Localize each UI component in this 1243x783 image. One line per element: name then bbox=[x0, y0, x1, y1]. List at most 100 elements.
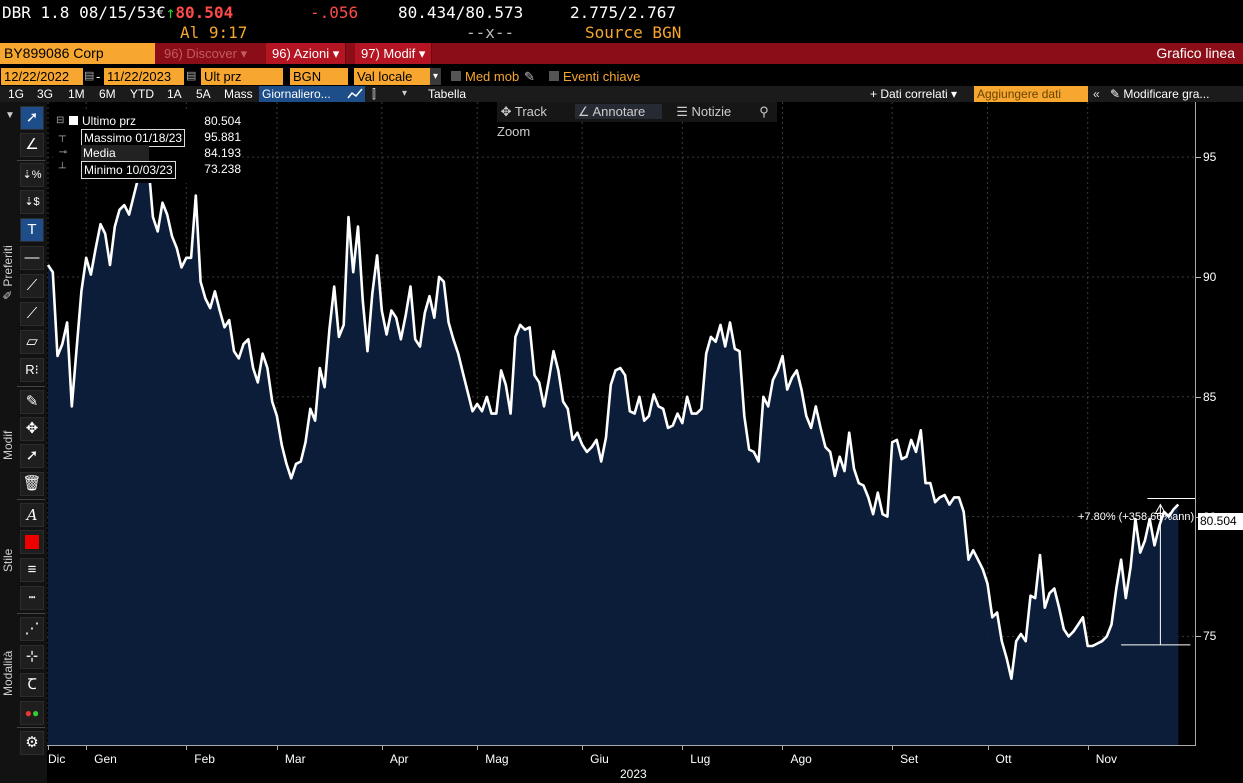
text-tool[interactable]: T bbox=[20, 218, 44, 242]
ray-tool[interactable]: ⟋ bbox=[20, 302, 44, 326]
y-tick-mark bbox=[1196, 276, 1201, 278]
calendar-icon[interactable]: ▤ bbox=[186, 70, 197, 82]
crosshair-tool[interactable]: ⊹ bbox=[20, 645, 44, 669]
end-date-field[interactable]: 11/22/2023 bbox=[104, 68, 184, 85]
security-field[interactable]: BY899086 Corp bbox=[0, 43, 155, 64]
calendar-icon[interactable]: ▤ bbox=[84, 70, 95, 82]
font-tool[interactable]: A bbox=[20, 503, 44, 527]
currency-select[interactable]: Val locale bbox=[354, 68, 430, 85]
line-chart-icon[interactable] bbox=[345, 86, 365, 102]
notizie-button[interactable]: ☰ Notizie bbox=[676, 104, 732, 119]
track-label: Track bbox=[514, 104, 547, 119]
tabella-button[interactable]: Tabella bbox=[428, 87, 467, 101]
legend-swatch[interactable] bbox=[69, 116, 78, 125]
track-button[interactable]: ✥ Track bbox=[497, 104, 547, 119]
price-area bbox=[48, 136, 1179, 745]
trendline-tool[interactable]: ⟋ bbox=[20, 274, 44, 298]
annotare-button[interactable]: ∠ Annotare bbox=[574, 104, 663, 119]
pencil-icon[interactable]: ✎ bbox=[524, 69, 535, 84]
gear-icon[interactable]: ⚙ bbox=[20, 731, 44, 755]
quote-time-text: Al 9:17 bbox=[180, 23, 248, 42]
field-select[interactable]: Ult prz bbox=[201, 68, 283, 85]
quote-bid-ask: 80.434/80.573 bbox=[398, 3, 524, 22]
legend-value: 95.881 bbox=[204, 130, 241, 144]
period-5a[interactable]: 5A bbox=[196, 87, 211, 101]
palette-icon[interactable]: ●● bbox=[20, 701, 44, 725]
price-chart[interactable] bbox=[47, 102, 1196, 745]
chevron-down-icon[interactable]: ▾ bbox=[430, 68, 441, 85]
start-date-field[interactable]: 12/22/2022 bbox=[1, 68, 83, 85]
modificare-label: Modificare gra... bbox=[1123, 87, 1210, 101]
source-field[interactable]: BGN bbox=[290, 68, 348, 85]
legend-value: 84.193 bbox=[204, 146, 241, 160]
annotare-label: Annotare bbox=[592, 104, 646, 119]
modificare-grafico-button[interactable]: ✎ Modificare gra... bbox=[1110, 86, 1243, 102]
dati-correlati-menu[interactable]: + Dati correlati ▾ bbox=[870, 87, 958, 101]
legend-tree: ⊟ ┬ ⊸ ┴ bbox=[56, 115, 68, 174]
draw-line-tool[interactable]: ∠ bbox=[20, 133, 44, 157]
horizontal-line-tool[interactable]: — bbox=[20, 246, 44, 270]
azioni-label: 96) Azioni bbox=[272, 46, 330, 61]
aggiungere-dati-input[interactable]: Aggiungere dati bbox=[974, 86, 1088, 102]
line-dash-tool[interactable]: ┅ bbox=[20, 586, 44, 610]
chevron-down-icon[interactable]: ▾ bbox=[402, 88, 408, 99]
pointer-tool[interactable]: ➚ bbox=[20, 106, 44, 130]
gear-icon: ✎ bbox=[1110, 87, 1124, 101]
modif-menu[interactable]: 97) Modif ▾ bbox=[355, 43, 433, 64]
chart-legend: ⊟ ┬ ⊸ ┴ Ultimo prz 80.504 Massimo 01/18/… bbox=[53, 111, 241, 183]
period-3g[interactable]: 3G bbox=[37, 87, 54, 101]
discover-menu[interactable]: 96) Discover ▾ bbox=[164, 46, 248, 61]
color-picker[interactable] bbox=[20, 530, 44, 554]
percent-change-tool[interactable]: ⇣% bbox=[20, 163, 44, 187]
period-mass[interactable]: Mass bbox=[224, 87, 253, 101]
toolbar-divider bbox=[17, 386, 45, 387]
x-tick-mark bbox=[782, 745, 784, 750]
legend-row-mean: Media 84.193 bbox=[53, 145, 241, 161]
zoom-button[interactable]: ⚲ Zoom bbox=[497, 104, 769, 139]
line-style-tool[interactable]: ≡ bbox=[20, 558, 44, 582]
edit-pencil-tool[interactable]: ✎ bbox=[20, 390, 44, 414]
price-change-tool[interactable]: ⇣$ bbox=[20, 190, 44, 214]
collapse-icon[interactable]: « bbox=[1093, 87, 1100, 101]
legend-value: 80.504 bbox=[204, 114, 241, 128]
preferiti-label: ✎ Preferiti bbox=[1, 245, 15, 300]
dotted-line-tool[interactable]: ⋰ bbox=[20, 617, 44, 641]
quote-ticker: DBR 1.8 08/15/53 bbox=[2, 3, 157, 22]
notizie-label: Notizie bbox=[691, 104, 732, 119]
toolbar-divider bbox=[17, 727, 45, 728]
last-price-tag: 80.504 bbox=[1198, 513, 1243, 530]
move-tool[interactable]: ✥ bbox=[20, 417, 44, 441]
quote-yields: 2.775/2.767 bbox=[570, 3, 676, 22]
period-1a[interactable]: 1A bbox=[167, 87, 182, 101]
collapse-arrow-icon[interactable]: ▼ bbox=[5, 110, 15, 121]
channel-tool[interactable]: ▱ bbox=[20, 330, 44, 354]
magnet-icon[interactable]: Ꞇ bbox=[20, 673, 44, 697]
period-6m[interactable]: 6M bbox=[99, 87, 116, 101]
y-tick-label: 95 bbox=[1203, 150, 1217, 165]
legend-value: 73.238 bbox=[204, 162, 241, 176]
eventi-checkbox[interactable] bbox=[549, 71, 559, 81]
change-annotation[interactable]: +7.80% (+358.66%ann) bbox=[1078, 511, 1195, 523]
x-tick-label: Ago bbox=[790, 752, 812, 766]
select-add-tool[interactable]: ➚ bbox=[20, 444, 44, 468]
period-1m[interactable]: 1M bbox=[68, 87, 85, 101]
bar-chart-icon[interactable]: ⫿ bbox=[372, 87, 376, 101]
x-tick-mark bbox=[381, 745, 383, 750]
retracement-tool[interactable]: R⁝ bbox=[20, 358, 44, 382]
trash-icon[interactable]: 🗑 bbox=[20, 472, 44, 496]
quote-last: 80.504 bbox=[175, 3, 234, 22]
legend-name: Minimo 10/03/23 bbox=[81, 161, 176, 179]
y-tick-mark bbox=[1196, 396, 1201, 398]
uptick-arrow-icon: ↑ bbox=[165, 3, 176, 22]
period-ytd[interactable]: YTD bbox=[130, 87, 154, 101]
x-tick-mark bbox=[582, 745, 584, 750]
chart-toolbar: ✥ Track ∠ Annotare ☰ Notizie ⚲ Zoom bbox=[497, 102, 777, 139]
x-tick-label: Set bbox=[900, 752, 919, 766]
x-tick-label: Feb bbox=[194, 752, 215, 766]
azioni-menu[interactable]: 96) Azioni ▾ bbox=[266, 43, 347, 64]
med-mob-checkbox[interactable] bbox=[451, 71, 461, 81]
y-tick-label: 85 bbox=[1203, 389, 1217, 404]
period-1g[interactable]: 1G bbox=[8, 87, 25, 101]
frequency-select[interactable]: Giornaliero... bbox=[259, 86, 345, 102]
legend-row-last: Ultimo prz 80.504 bbox=[53, 113, 241, 129]
